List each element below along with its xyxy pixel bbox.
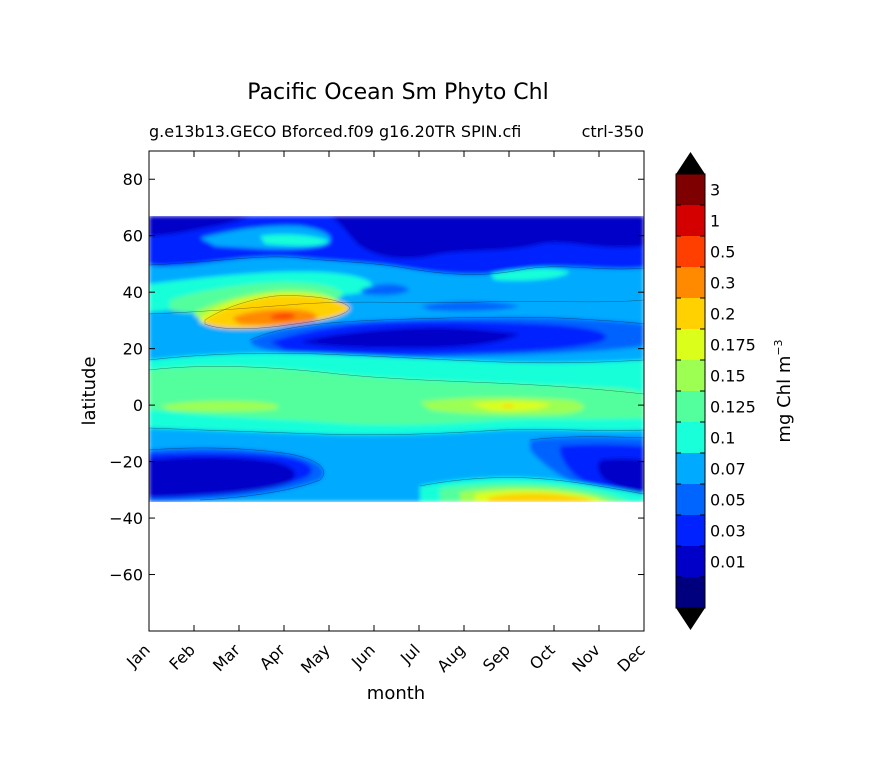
y-axis: 80 60 40 20 0 −20 −40 −60 (109, 170, 644, 585)
colorbar-swatch (676, 484, 705, 515)
colorbar-swatch (676, 329, 705, 360)
contour-mid-east-0.125 (490, 268, 570, 281)
colorbar-level-label: 3 (710, 181, 720, 200)
contour-eq-0.175 (160, 400, 279, 412)
chart-title: Pacific Ocean Sm Phyto Chl (247, 80, 548, 105)
colorbar-swatch (676, 236, 705, 267)
colorbar-extend-top (676, 152, 705, 174)
x-tick-label: Jul (396, 640, 424, 668)
chart-subtitle: g.e13b13.GECO Bforced.f09 g16.20TR SPIN.… (149, 122, 521, 141)
colorbar-swatch (676, 267, 705, 298)
colorbar-swatch (676, 546, 705, 577)
colorbar-extend-bottom (676, 608, 705, 630)
colorbar-level-label: 0.2 (710, 305, 735, 324)
contour-field (149, 216, 644, 502)
colorbar-swatch (676, 360, 705, 391)
contour-eq-east-0.3 (502, 404, 514, 408)
y-tick-label: 0 (133, 396, 143, 415)
x-tick-label: Mar (209, 640, 244, 675)
contour-lines (149, 256, 644, 501)
colorbar-level-label: 0.1 (710, 429, 735, 448)
contour-n-gyre-0.01 (300, 327, 520, 348)
contour-s-eq-0.1 (149, 428, 400, 458)
y-axis-label: latitude (79, 356, 100, 425)
y-tick-label: 80 (123, 170, 143, 189)
contour-s-front-0.3 (488, 493, 596, 502)
x-tick-label: Aug (433, 640, 469, 676)
chart-subtitle-right: ctrl-350 (582, 122, 644, 141)
contour-north-0.03 (330, 216, 644, 259)
x-tick-label: May (297, 640, 334, 677)
colorbar-level-label: 1 (710, 212, 720, 231)
y-tick-label: 60 (123, 227, 143, 246)
x-tick-label: Nov (568, 640, 604, 676)
x-tick-label: Jun (347, 640, 379, 672)
contour-bloom-1 (270, 313, 296, 320)
contour-upper-gyre (360, 284, 410, 296)
y-tick-label: −40 (109, 509, 143, 528)
colorbar-swatch (676, 391, 705, 422)
colorbar-level-label: 0.125 (710, 398, 756, 417)
colorbar-swatch (676, 422, 705, 453)
y-tick-label: −60 (109, 566, 143, 585)
y-tick-label: 40 (123, 283, 143, 302)
x-tick-label: Sep (479, 640, 514, 675)
colorbar-level-label: 0.03 (710, 522, 746, 541)
plot-frame (148, 150, 645, 632)
colorbar-label: mg Chl m−3 (772, 339, 795, 442)
x-tick-label: Feb (165, 640, 198, 673)
colorbar-level-label: 0.07 (710, 460, 746, 479)
colorbar-level-label: 0.175 (710, 336, 756, 355)
contour-s-east-0.01 (597, 458, 644, 492)
x-tick-label: Apr (256, 640, 289, 673)
colorbar-swatch (676, 453, 705, 484)
colorbar-swatch (676, 515, 705, 546)
contour-upper-gyre-2 (420, 301, 520, 312)
colorbar-level-label: 0.5 (710, 243, 735, 262)
contour-s-gyre-0.01 (149, 457, 296, 497)
plot-area (148, 150, 645, 632)
x-tick-label: Dec (613, 640, 648, 675)
colorbar-swatch (676, 205, 705, 236)
colorbar-swatch (676, 298, 705, 329)
contour-north-pocket-0.125 (260, 234, 330, 246)
x-tick-label: Oct (526, 640, 559, 673)
colorbar: 0.01 0.03 0.05 0.07 0.1 0.125 0.15 0.175 0.2 0.3 0… (675, 152, 756, 630)
colorbar-level-label: 0.15 (710, 367, 746, 386)
y-tick-label: 20 (123, 340, 143, 359)
contour-north-west-0.03 (149, 216, 250, 236)
colorbar-label-text: mg Chl m (774, 356, 795, 443)
colorbar-swatch (676, 174, 705, 205)
svg-text:mg Chl m−3: mg Chl m−3 (772, 339, 795, 442)
colorbar-level-label: 0.05 (710, 491, 746, 510)
colorbar-label-exponent: −3 (772, 339, 785, 355)
colorbar-level-label: 0.01 (710, 553, 746, 572)
x-axis-label: month (367, 683, 425, 704)
y-tick-label: −20 (109, 453, 143, 472)
colorbar-level-label: 0.3 (710, 274, 735, 293)
colorbar-swatch (676, 577, 705, 608)
x-tick-label: Jan (122, 640, 154, 672)
